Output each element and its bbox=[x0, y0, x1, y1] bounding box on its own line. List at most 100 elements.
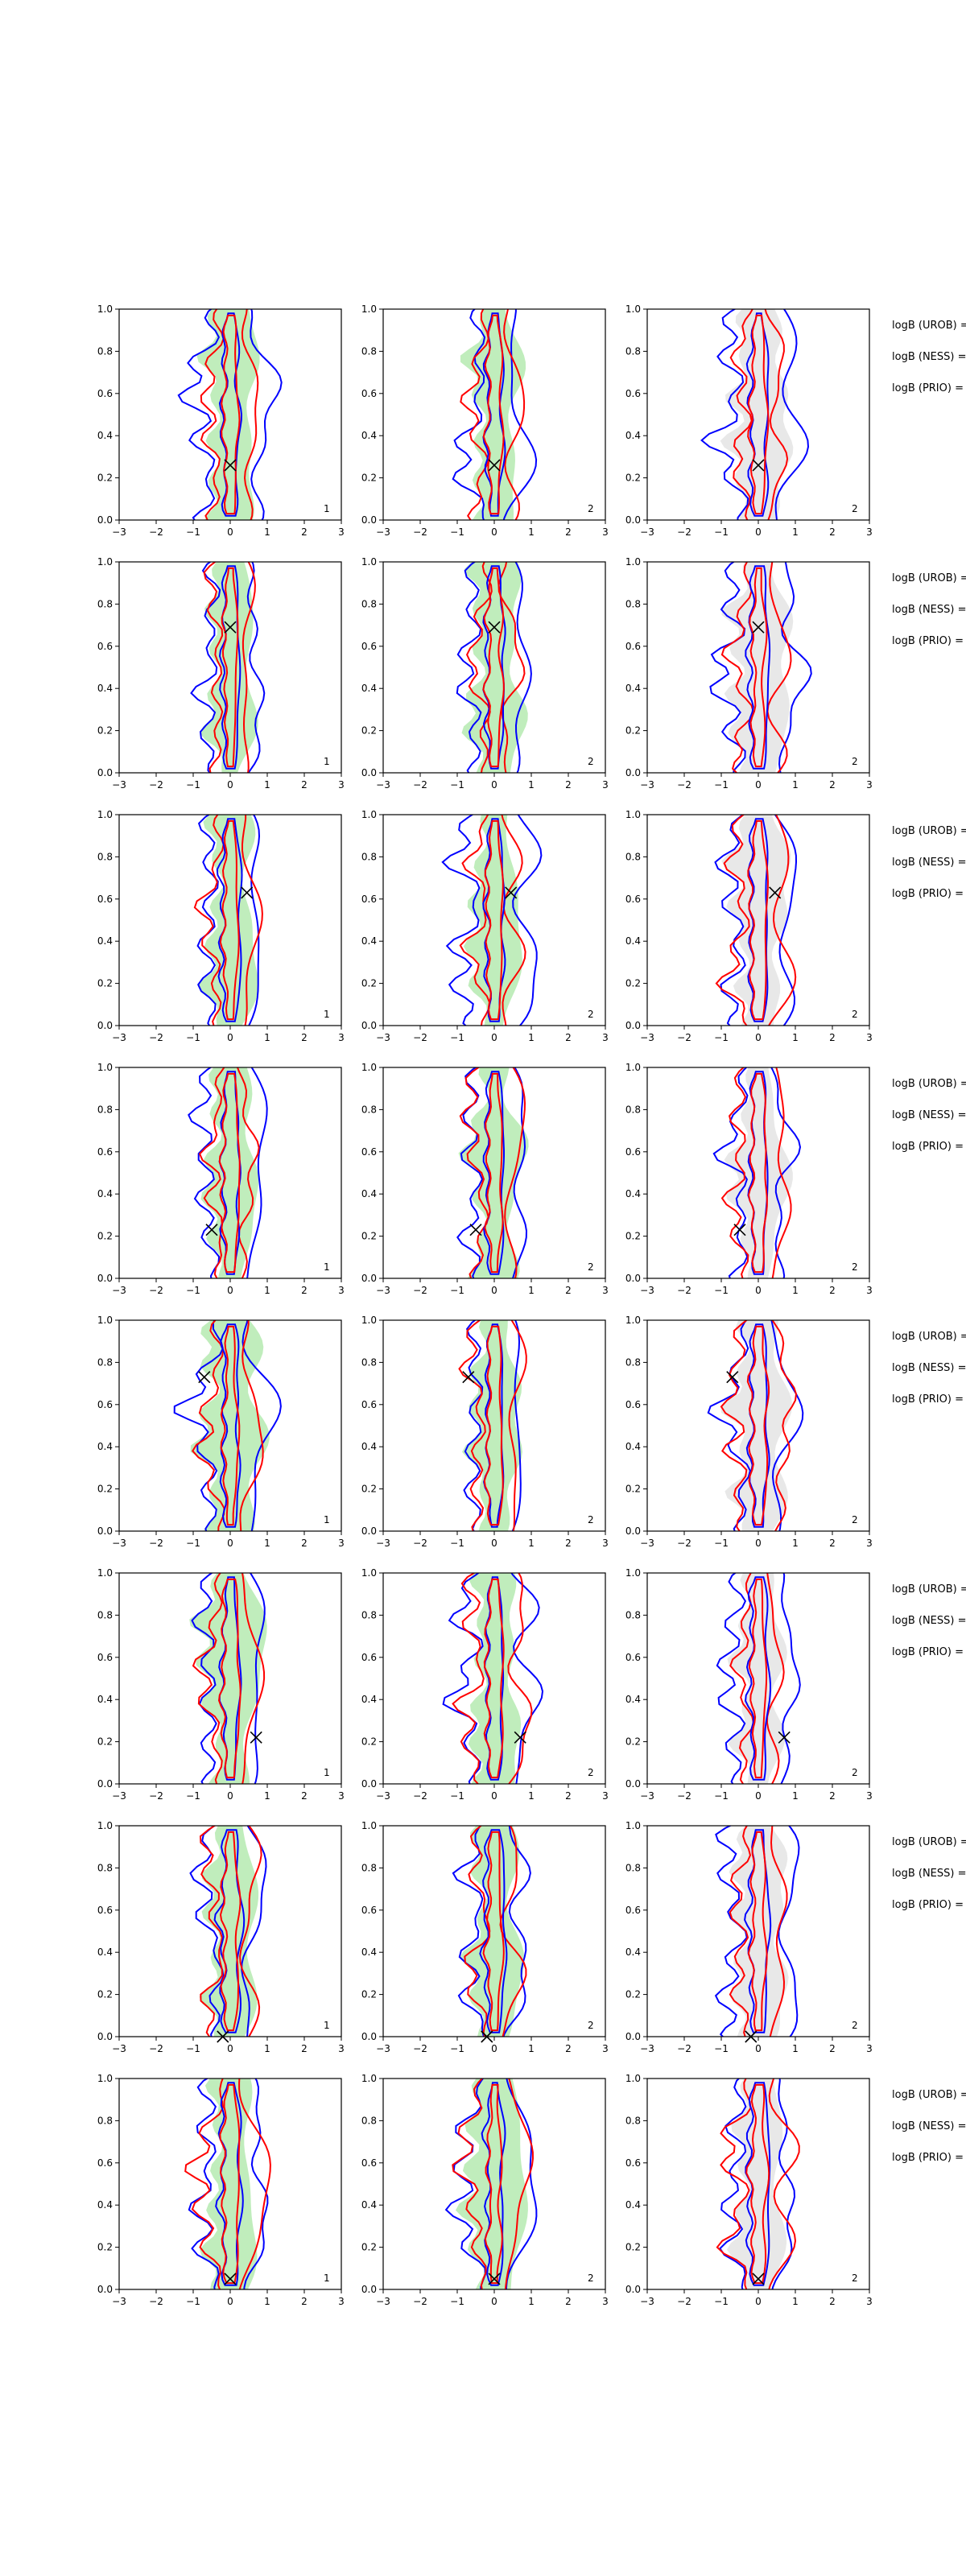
x-tick-label: −3 bbox=[640, 1032, 654, 1043]
y-tick-label: 0.2 bbox=[361, 725, 377, 737]
x-tick-label: 3 bbox=[338, 2296, 345, 2307]
y-tick-label: 1.0 bbox=[625, 1062, 641, 1073]
y-tick-label: 0.0 bbox=[97, 2031, 113, 2042]
red-inner-contour bbox=[747, 314, 770, 515]
x-tick-label: 1 bbox=[792, 2043, 799, 2054]
density-fill bbox=[720, 1320, 793, 1531]
panel-r2-c3: −3 −2 −1 0 1 2 3 0.0 0.2 0.4 0.6 0.8 1.0 2 bbox=[625, 556, 873, 791]
x-tick-label: 1 bbox=[792, 2296, 799, 2307]
red-inner-contour bbox=[747, 1072, 768, 1274]
x-tick-label: −1 bbox=[186, 779, 200, 791]
panel-number: 1 bbox=[324, 1009, 330, 1020]
x-tick-label: 1 bbox=[792, 1032, 799, 1043]
x-tick-label: 3 bbox=[338, 2043, 345, 2054]
panel-number: 1 bbox=[324, 1261, 330, 1273]
blue-outer-contour bbox=[456, 1067, 528, 1278]
plot-area bbox=[189, 1826, 267, 2037]
x-tick-label: 0 bbox=[491, 1538, 497, 1549]
y-tick-label: 0.0 bbox=[625, 767, 641, 778]
density-fill bbox=[460, 1826, 525, 2037]
x-tick-label: 2 bbox=[565, 1285, 572, 1296]
y-tick-label: 1.0 bbox=[361, 1315, 377, 1326]
plot-area bbox=[441, 815, 543, 1026]
panel-r7-c2: −3 −2 −1 0 1 2 3 0.0 0.2 0.4 0.6 0.8 1.0 2 bbox=[361, 1820, 609, 2054]
y-tick-label: 0.2 bbox=[625, 1231, 641, 1242]
y-tick-label: 1.0 bbox=[625, 1820, 641, 1831]
y-tick-label: 0.0 bbox=[97, 1778, 113, 1790]
red-outer-contour bbox=[464, 1826, 527, 2037]
x-tick-label: −1 bbox=[714, 1285, 729, 1296]
x-tick-label: 3 bbox=[602, 779, 609, 791]
x-tick-label: 2 bbox=[565, 1790, 572, 1802]
x-tick-label: −3 bbox=[640, 526, 654, 538]
y-tick-label: 0.6 bbox=[361, 1399, 377, 1410]
red-inner-contour bbox=[745, 2083, 770, 2285]
y-tick-label: 0.2 bbox=[361, 1736, 377, 1748]
blue-outer-contour bbox=[709, 562, 812, 773]
true-value-marker bbox=[462, 1371, 475, 1384]
y-tick-label: 0.0 bbox=[97, 767, 113, 778]
y-tick-label: 0.4 bbox=[361, 2199, 377, 2211]
y-tick-label: 1.0 bbox=[361, 1567, 377, 1579]
logb-label: logB (PRIO) = bbox=[892, 1141, 964, 1153]
y-tick-label: 1.0 bbox=[361, 556, 377, 568]
y-tick-label: 0.4 bbox=[361, 935, 377, 947]
x-tick-label: 1 bbox=[264, 526, 270, 538]
x-tick-label: −3 bbox=[376, 526, 390, 538]
y-tick-label: 0.0 bbox=[625, 1778, 641, 1790]
x-tick-label: −1 bbox=[714, 2043, 729, 2054]
blue-outer-contour bbox=[173, 1320, 282, 1531]
x-tick-label: 1 bbox=[528, 1285, 535, 1296]
x-tick-label: −1 bbox=[186, 1538, 200, 1549]
y-tick-label: 0.8 bbox=[361, 2115, 377, 2126]
logb-label: logB (PRIO) = bbox=[892, 2152, 964, 2164]
blue-inner-contour bbox=[218, 565, 242, 770]
x-tick-label: −1 bbox=[714, 1032, 729, 1043]
x-tick-label: 0 bbox=[227, 1538, 233, 1549]
x-tick-label: −3 bbox=[376, 1285, 390, 1296]
x-tick-label: −2 bbox=[149, 1538, 163, 1549]
y-tick-label: 0.2 bbox=[97, 725, 113, 737]
y-tick-label: 0.2 bbox=[625, 725, 641, 737]
blue-outer-contour bbox=[196, 815, 261, 1026]
y-tick-label: 0.0 bbox=[625, 514, 641, 526]
x-tick-label: 3 bbox=[602, 526, 609, 538]
plot-area bbox=[700, 309, 810, 520]
x-tick-label: 1 bbox=[528, 1032, 535, 1043]
x-tick-label: 1 bbox=[528, 1790, 535, 1802]
y-tick-label: 0.4 bbox=[97, 1188, 113, 1199]
y-tick-label: 0.0 bbox=[361, 1525, 377, 1537]
x-tick-label: −2 bbox=[413, 2043, 427, 2054]
logb-labels-row-2: logB (UROB) = logB (NESS) = logB (PRIO) = bbox=[892, 572, 966, 647]
red-inner-contour bbox=[217, 1578, 242, 1779]
logb-label: logB (NESS) = bbox=[892, 2120, 966, 2132]
x-tick-label: −3 bbox=[640, 779, 654, 791]
y-tick-label: 0.2 bbox=[97, 2242, 113, 2253]
y-tick-label: 0.0 bbox=[625, 2031, 641, 2042]
true-value-marker bbox=[205, 1224, 218, 1236]
y-tick-label: 0.8 bbox=[361, 1104, 377, 1115]
panel-r8-c2: −3 −2 −1 0 1 2 3 0.0 0.2 0.4 0.6 0.8 1.0 2 bbox=[361, 2073, 609, 2307]
y-tick-label: 0.0 bbox=[361, 1273, 377, 1284]
plot-area bbox=[709, 562, 812, 773]
x-tick-label: 0 bbox=[227, 526, 233, 538]
logb-labels-row-5: logB (UROB) = logB (NESS) = logB (PRIO) = bbox=[892, 1331, 966, 1406]
x-tick-label: −3 bbox=[376, 1790, 390, 1802]
x-tick-label: −2 bbox=[413, 1790, 427, 1802]
logb-label: logB (UROB) = bbox=[892, 2089, 966, 2101]
y-tick-label: 0.8 bbox=[625, 2115, 641, 2126]
x-tick-label: 2 bbox=[301, 1790, 308, 1802]
x-tick-label: −1 bbox=[450, 2043, 464, 2054]
true-value-marker bbox=[733, 1224, 746, 1236]
true-value-marker bbox=[488, 621, 501, 634]
true-value-marker bbox=[726, 1371, 739, 1384]
x-tick-label: 0 bbox=[491, 779, 497, 791]
true-value-marker bbox=[241, 886, 254, 899]
y-tick-label: 1.0 bbox=[97, 303, 113, 315]
x-tick-label: −2 bbox=[677, 779, 691, 791]
red-outer-contour bbox=[203, 562, 256, 773]
x-tick-label: 1 bbox=[528, 2043, 535, 2054]
y-tick-label: 1.0 bbox=[361, 1062, 377, 1073]
panel-r6-c3: −3 −2 −1 0 1 2 3 0.0 0.2 0.4 0.6 0.8 1.0 2 bbox=[625, 1567, 873, 1802]
y-tick-label: 0.2 bbox=[361, 978, 377, 989]
